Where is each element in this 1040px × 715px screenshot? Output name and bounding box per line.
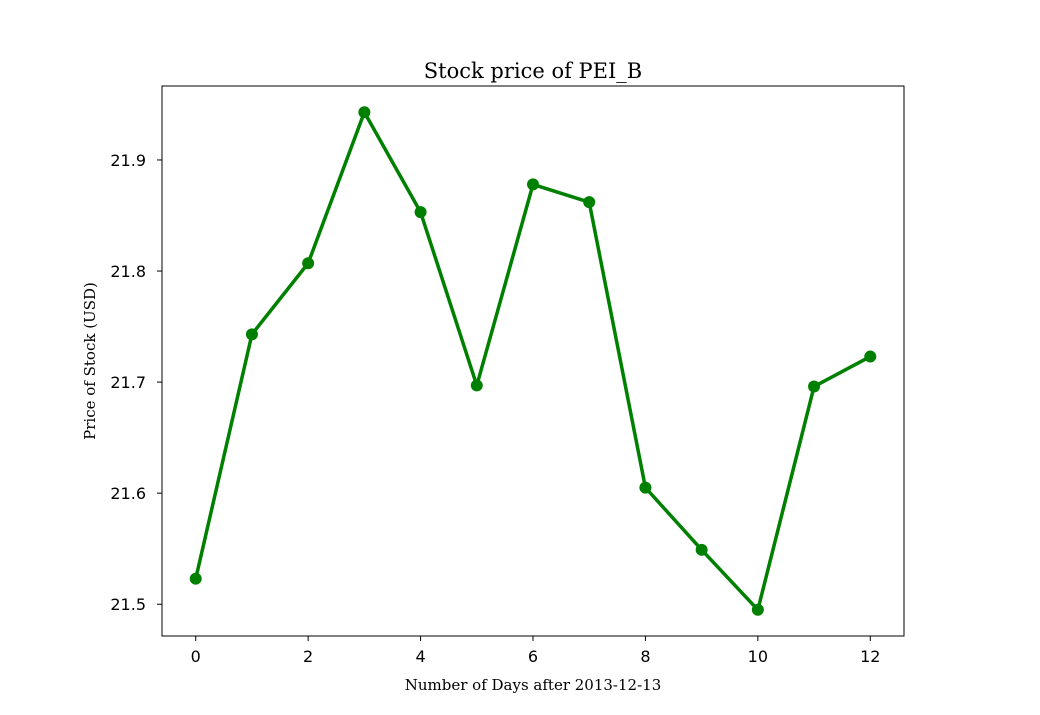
x-tick-label: 2 <box>303 647 313 666</box>
data-point <box>527 178 539 191</box>
data-point <box>358 106 371 119</box>
y-tick-label: 21.8 <box>110 262 146 281</box>
data-point <box>808 380 821 393</box>
series-group <box>189 106 877 616</box>
data-point <box>189 572 202 585</box>
data-point <box>695 543 708 556</box>
data-point <box>583 196 596 209</box>
y-tick-label: 21.9 <box>110 151 146 170</box>
x-tick-label: 0 <box>191 647 201 666</box>
axis-ticks: 0 2 4 6 8 10 12 21.5 21.6 21.7 21.8 21.9 <box>110 151 880 666</box>
data-point <box>414 206 427 219</box>
chart-title: Stock price of PEI_B <box>424 59 642 83</box>
data-point <box>751 603 764 616</box>
y-axis-label: Price of Stock (USD) <box>81 282 99 440</box>
plot-area-frame <box>161 85 905 637</box>
x-tick-label: 12 <box>860 647 880 666</box>
data-point <box>302 257 315 270</box>
x-tick-label: 8 <box>640 647 650 666</box>
data-point <box>639 481 652 494</box>
x-tick-label: 6 <box>528 647 538 666</box>
data-point <box>864 350 877 363</box>
data-point <box>470 379 483 392</box>
data-point <box>245 328 258 341</box>
x-tick-label: 10 <box>748 647 768 666</box>
y-tick-label: 21.7 <box>110 373 146 392</box>
y-tick-label: 21.5 <box>110 595 146 614</box>
x-axis-label: Number of Days after 2013-12-13 <box>405 676 662 694</box>
x-tick-label: 4 <box>415 647 425 666</box>
y-tick-label: 21.6 <box>110 484 146 503</box>
